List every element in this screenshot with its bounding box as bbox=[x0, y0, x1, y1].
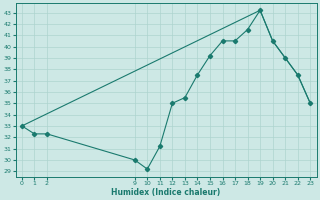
X-axis label: Humidex (Indice chaleur): Humidex (Indice chaleur) bbox=[111, 188, 221, 197]
